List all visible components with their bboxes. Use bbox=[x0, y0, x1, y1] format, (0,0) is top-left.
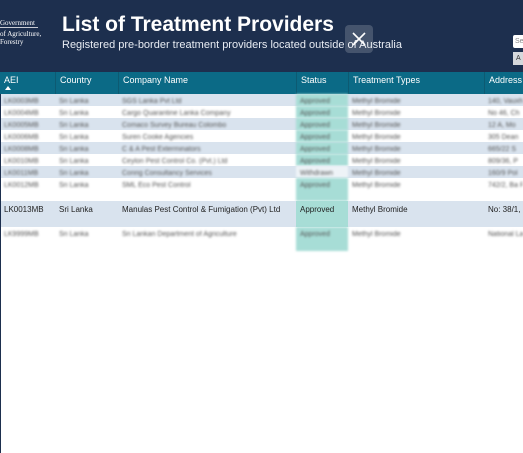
cell-country: Sri Lanka bbox=[59, 182, 89, 189]
cell-status: Approved bbox=[296, 154, 348, 166]
cell-aei: LK0005MB bbox=[4, 122, 39, 129]
logo-line: Government bbox=[0, 19, 35, 27]
cell-status: Approved bbox=[296, 178, 348, 201]
cell-types: Methyl Bromide bbox=[352, 98, 401, 105]
cell-aei: LK0012MB bbox=[4, 182, 39, 189]
table-row[interactable]: LK0011MB Sri Lanka Conrig Consultancy Serv… bbox=[0, 166, 523, 178]
filter-button[interactable]: A bbox=[513, 52, 523, 65]
cell-status: Approved bbox=[296, 201, 348, 227]
column-header-label: Status bbox=[301, 75, 327, 85]
cell-company: Comaco Survey Bureau Colombo bbox=[122, 122, 227, 129]
page-header: Government of Agriculture, Forestry List… bbox=[0, 0, 523, 72]
table-row[interactable]: LK0006MB Sri Lanka Suren Cooke Agencies App… bbox=[0, 130, 523, 142]
cell-company: Ceylon Pest Control Co. (Pvt.) Ltd bbox=[122, 158, 228, 165]
cell-aei: LK0008MB bbox=[4, 146, 39, 153]
cell-status: Approved bbox=[296, 227, 348, 251]
cell-address: No: 38/1, bbox=[488, 205, 521, 214]
column-header-label: Address bbox=[489, 75, 523, 85]
column-header-label: Country bbox=[60, 75, 92, 85]
cell-address: 160/9 Pol bbox=[488, 170, 518, 177]
table-row[interactable]: LK9999MB Sri Lanka Sri Lankan Department o… bbox=[0, 227, 523, 251]
cell-aei: LK9999MB bbox=[4, 231, 39, 238]
cell-status: Approved bbox=[296, 118, 348, 130]
cell-address: National Lanka, Ka bbox=[488, 231, 523, 238]
cell-country: Sri Lanka bbox=[59, 205, 93, 214]
close-icon bbox=[352, 32, 366, 46]
column-header-company[interactable]: Company Name bbox=[118, 72, 296, 94]
cell-address: No 46, Ch bbox=[488, 110, 520, 117]
cell-aei: LK0011MB bbox=[4, 170, 39, 177]
cell-country: Sri Lanka bbox=[59, 134, 89, 141]
cell-country: Sri Lanka bbox=[59, 231, 89, 238]
cell-company: SML Eco Pest Control bbox=[122, 182, 191, 189]
cell-country: Sri Lanka bbox=[59, 146, 89, 153]
cell-address: 665/22 S bbox=[488, 146, 517, 153]
column-header-label: AEI bbox=[4, 75, 19, 85]
column-header-label: Company Name bbox=[123, 75, 189, 85]
cell-country: Sri Lanka bbox=[59, 98, 89, 105]
table-row[interactable]: LK0003MB Sri Lanka SGS Lanka Pvt Ltd Approv… bbox=[0, 94, 523, 106]
cell-types: Methyl Bromide bbox=[352, 110, 401, 117]
logo-rule bbox=[0, 27, 38, 28]
cell-country: Sri Lanka bbox=[59, 170, 89, 177]
cell-types: Methyl Bromide bbox=[352, 205, 408, 214]
table-row[interactable]: LK0008MB Sri Lanka C & A Pest Exterminator… bbox=[0, 142, 523, 154]
cell-aei: LK0006MB bbox=[4, 134, 39, 141]
sort-ascending-icon bbox=[5, 86, 11, 90]
cell-company: Suren Cooke Agencies bbox=[122, 134, 194, 141]
logo-line: Forestry bbox=[0, 38, 24, 46]
table-row[interactable]: LK0004MB Sri Lanka Cargo Quarantine Lanka … bbox=[0, 106, 523, 118]
column-header-address[interactable]: Address bbox=[484, 72, 523, 94]
cell-company: SGS Lanka Pvt Ltd bbox=[122, 98, 182, 105]
cell-company: Sri Lankan Department of Agriculture bbox=[122, 231, 237, 238]
cell-aei: LK0004MB bbox=[4, 110, 39, 117]
table-row[interactable]: LK0013MB Sri Lanka Manulas Pest Control & … bbox=[0, 201, 523, 227]
column-header-treatment-types[interactable]: Treatment Types bbox=[348, 72, 484, 94]
logo-line: of Agriculture, bbox=[0, 30, 42, 38]
table-body: LK0003MB Sri Lanka SGS Lanka Pvt Ltd Approv… bbox=[0, 94, 523, 251]
cell-address: 305 Dean bbox=[488, 134, 519, 141]
cell-types: Methyl Bromide bbox=[352, 182, 401, 189]
cell-country: Sri Lanka bbox=[59, 110, 89, 117]
cell-address: 140, Vauxh bbox=[488, 98, 523, 105]
cell-company: Cargo Quarantine Lanka Company bbox=[122, 110, 231, 117]
column-header-label: Treatment Types bbox=[353, 75, 421, 85]
table-row[interactable]: LK0010MB Sri Lanka Ceylon Pest Control Co.… bbox=[0, 154, 523, 166]
cell-company: Manulas Pest Control & Fumigation (Pvt) … bbox=[122, 205, 281, 214]
cell-types: Methyl Bromide bbox=[352, 146, 401, 153]
cell-company: C & A Pest Exterminators bbox=[122, 146, 201, 153]
search-input[interactable]: Se bbox=[513, 35, 523, 48]
cell-aei: LK0010MB bbox=[4, 158, 39, 165]
table-row[interactable]: LK0012MB Sri Lanka SML Eco Pest Control App… bbox=[0, 178, 523, 201]
cell-country: Sri Lanka bbox=[59, 122, 89, 129]
cell-status: Approved bbox=[296, 142, 348, 154]
table-header: AEI Country Company Name Status Treatmen… bbox=[0, 72, 523, 94]
cell-types: Methyl Bromide bbox=[352, 231, 401, 238]
cell-country: Sri Lanka bbox=[59, 158, 89, 165]
cell-aei: LK0013MB bbox=[4, 205, 44, 214]
cell-types: Methyl Bromide bbox=[352, 158, 401, 165]
column-header-status[interactable]: Status bbox=[296, 72, 348, 94]
providers-table: AEI Country Company Name Status Treatmen… bbox=[0, 72, 523, 251]
cell-address: 809/36, P bbox=[488, 158, 518, 165]
cell-aei: LK0003MB bbox=[4, 98, 39, 105]
cell-types: Methyl Bromide bbox=[352, 134, 401, 141]
cell-status: Approved bbox=[296, 94, 348, 106]
cell-status: Approved bbox=[296, 130, 348, 142]
cell-status: Approved bbox=[296, 106, 348, 118]
cell-company: Conrig Consultancy Services bbox=[122, 170, 212, 177]
left-border bbox=[0, 94, 1, 453]
cell-types: Methyl Bromide bbox=[352, 122, 401, 129]
cell-types: Methyl Bromide bbox=[352, 170, 401, 177]
column-header-aei[interactable]: AEI bbox=[0, 72, 55, 94]
column-header-country[interactable]: Country bbox=[55, 72, 118, 94]
page-title: List of Treatment Providers bbox=[62, 13, 334, 36]
cell-address: 12 A, Mo bbox=[488, 122, 516, 129]
government-logo: Government of Agriculture, Forestry bbox=[0, 19, 46, 46]
close-button[interactable] bbox=[345, 25, 373, 53]
cell-status: Withdrawn bbox=[296, 166, 348, 178]
page-subtitle: Registered pre-border treatment provider… bbox=[62, 39, 402, 51]
cell-address: 742/2, Ba Province, bbox=[488, 182, 523, 189]
table-row[interactable]: LK0005MB Sri Lanka Comaco Survey Bureau Co… bbox=[0, 118, 523, 130]
